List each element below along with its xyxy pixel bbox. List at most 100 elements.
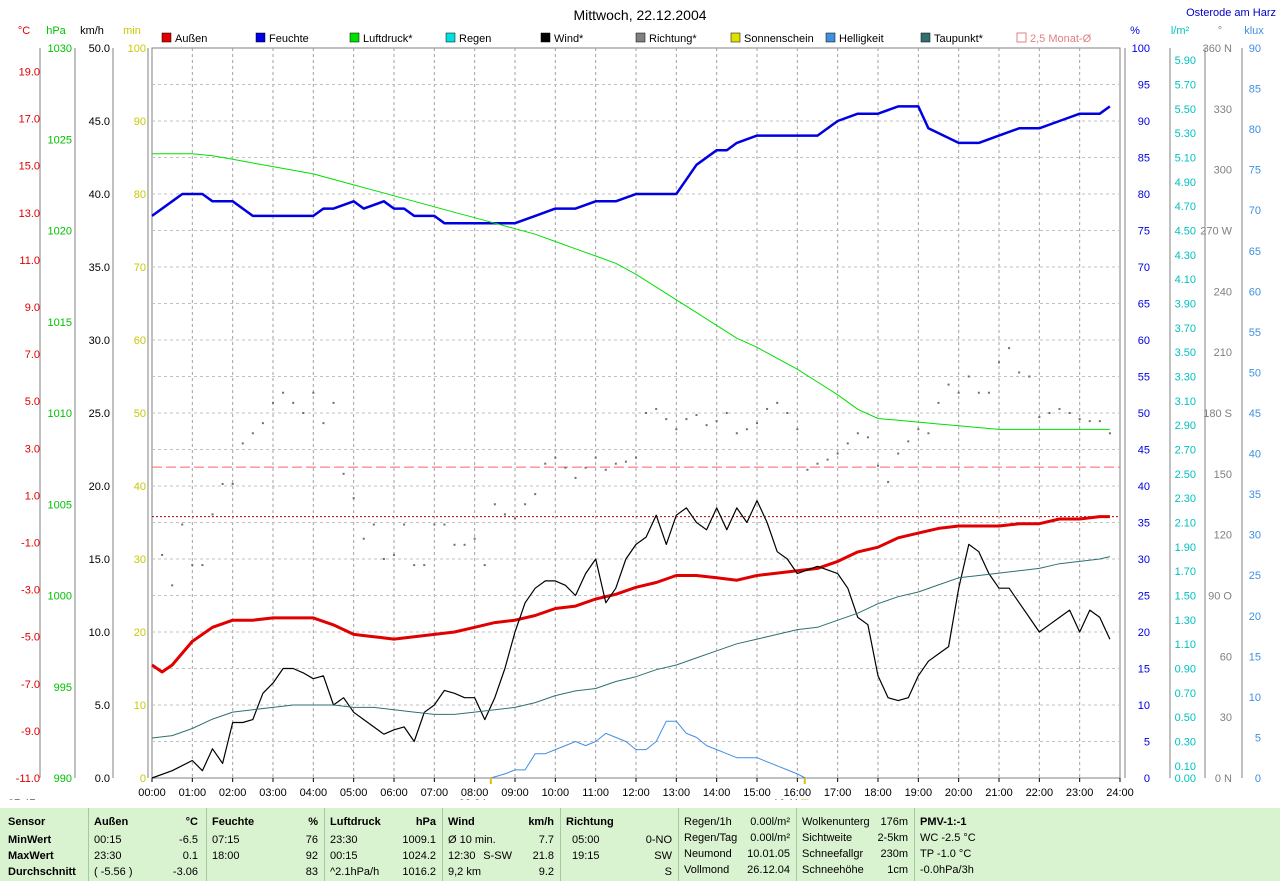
- x-tick-label: 12:00: [622, 787, 650, 799]
- direction-point: [362, 537, 365, 540]
- axis-tick-label: 1020: [48, 226, 72, 238]
- pmv-line: PMV-1:-1: [920, 816, 967, 828]
- direction-point: [221, 482, 224, 485]
- luftdruck-header: Luftdruck: [330, 816, 381, 828]
- axis-tick-label: 30: [1138, 554, 1150, 566]
- axis-tick-label: 95: [1138, 80, 1150, 92]
- x-tick-label: 24:00: [1106, 787, 1134, 799]
- axis-tick-label: 90: [1249, 43, 1261, 55]
- direction-point: [251, 432, 254, 435]
- direction-point: [776, 401, 779, 404]
- legend-label: Helligkeit: [839, 33, 884, 45]
- legend-swatch: [1016, 32, 1027, 43]
- weather-chart: Mittwoch, 22.12.2004 Osterode am Harz Auße…: [8, 7, 1276, 800]
- pressure-axis: hPa 1030 1025 1020 1015 1010 1005 1000 995 990: [46, 25, 76, 785]
- series-außen: [151, 515, 1110, 674]
- series-feuchte: [151, 105, 1111, 225]
- table-divider: [324, 808, 325, 881]
- axis-tick-label: 3.30: [1175, 372, 1196, 384]
- direction-point: [624, 460, 627, 463]
- axis-tick-label: 0: [1255, 773, 1261, 785]
- legend-swatch: [161, 32, 172, 43]
- axis-tick-label: 3.10: [1175, 396, 1196, 408]
- sunny-end-label: 16:11: [773, 798, 800, 800]
- direction-point: [786, 412, 789, 414]
- axis-tick-label: 5.0: [25, 396, 40, 408]
- direction-point: [282, 391, 285, 394]
- regen-value: 0.00l/m²: [750, 816, 790, 828]
- richtung-time: 19:15: [572, 850, 600, 862]
- series-richtung: [161, 347, 1111, 587]
- axis-tick-label: 5.10: [1175, 153, 1196, 165]
- axis-tick-label: 60: [1220, 651, 1232, 663]
- legend-label: Taupunkt*: [934, 33, 984, 45]
- direction-point: [393, 553, 395, 556]
- wind-header: Wind: [448, 816, 475, 828]
- axis-unit: l/m²: [1171, 25, 1190, 37]
- x-tick-label: 06:00: [380, 787, 408, 799]
- pmv-line: TP -1.0 °C: [920, 848, 972, 860]
- axis-tick-label: 60: [134, 335, 146, 347]
- axis-tick-label: 40: [1138, 481, 1150, 493]
- series-taupunkt: [151, 556, 1111, 739]
- direction-point: [816, 462, 819, 465]
- direction-point: [231, 482, 234, 485]
- sunrise-label: 07:47: [8, 798, 36, 800]
- regen-label: Neumond: [684, 848, 732, 860]
- axis-tick-label: 60: [1249, 286, 1261, 298]
- axis-tick-label: 3.90: [1175, 299, 1196, 311]
- wolken-value: 176m: [880, 816, 908, 828]
- direction-axis: ° 360 N 330 300 270 W 240 210 180 S 150 120 90 O 60…: [1200, 25, 1232, 785]
- axis-tick-label: 0.00: [1175, 773, 1196, 785]
- series-line: [152, 153, 1110, 430]
- direction-point: [1088, 420, 1091, 423]
- wind-value: 7.7: [538, 834, 554, 846]
- axis-tick-label: 0.70: [1175, 688, 1196, 700]
- wolken-label: Schneefallgr: [802, 848, 864, 860]
- axis-tick-label: -11.0: [16, 773, 40, 785]
- axis-tick-label: 65: [1138, 299, 1150, 311]
- axis-tick-label: 20: [1249, 611, 1261, 623]
- wind-time: 12:30: [448, 850, 476, 862]
- x-tick-label: 22:00: [1026, 787, 1054, 799]
- axis-tick-label: 100: [1132, 43, 1150, 55]
- series-luftdruck: [152, 153, 1110, 430]
- direction-point: [695, 414, 698, 417]
- axis-tick-label: 5.0: [95, 700, 110, 712]
- series-wind: [151, 500, 1111, 779]
- axis-tick-label: 0 N: [1215, 773, 1232, 785]
- axis-tick-label: 80: [134, 189, 146, 201]
- aussen-value: -3.06: [172, 866, 198, 878]
- feuchte-header: Feuchte: [212, 816, 255, 828]
- table-divider: [678, 808, 679, 881]
- axis-tick-label: 85: [1249, 84, 1261, 96]
- richtung-value: SW: [654, 850, 672, 862]
- x-axis: 00:00 01:00 02:00 03:00 04:00 05:00 06:00 07:00…: [138, 778, 1134, 799]
- feuchte-value: 92: [305, 850, 318, 862]
- direction-point: [564, 466, 567, 469]
- direction-point: [937, 401, 940, 404]
- direction-point: [191, 564, 194, 567]
- x-tick-label: 21:00: [985, 787, 1013, 799]
- axis-tick-label: -5.0: [21, 632, 40, 644]
- direction-point: [534, 493, 537, 496]
- axis-tick-label: 1025: [48, 134, 72, 146]
- legend-swatch: [825, 32, 836, 43]
- direction-point: [826, 458, 829, 461]
- sensor-header: Sensor: [8, 816, 46, 828]
- direction-point: [796, 428, 799, 431]
- direction-point: [463, 543, 466, 546]
- direction-point: [181, 523, 184, 526]
- wolken-label: Sichtweite: [802, 832, 853, 844]
- axis-unit: km/h: [80, 25, 104, 37]
- axis-tick-label: 10.0: [89, 627, 110, 639]
- axis-tick-label: 5.30: [1175, 128, 1196, 140]
- regen-value: 10.01.05: [747, 848, 790, 860]
- x-tick-label: 15:00: [743, 787, 771, 799]
- axis-tick-label: 40: [134, 481, 146, 493]
- richtung-value: 0-NO: [645, 834, 672, 846]
- axis-unit: %: [1130, 25, 1140, 37]
- axis-tick-label: 60: [1138, 335, 1150, 347]
- series-helligkeit: [490, 720, 806, 779]
- table-divider: [796, 808, 797, 881]
